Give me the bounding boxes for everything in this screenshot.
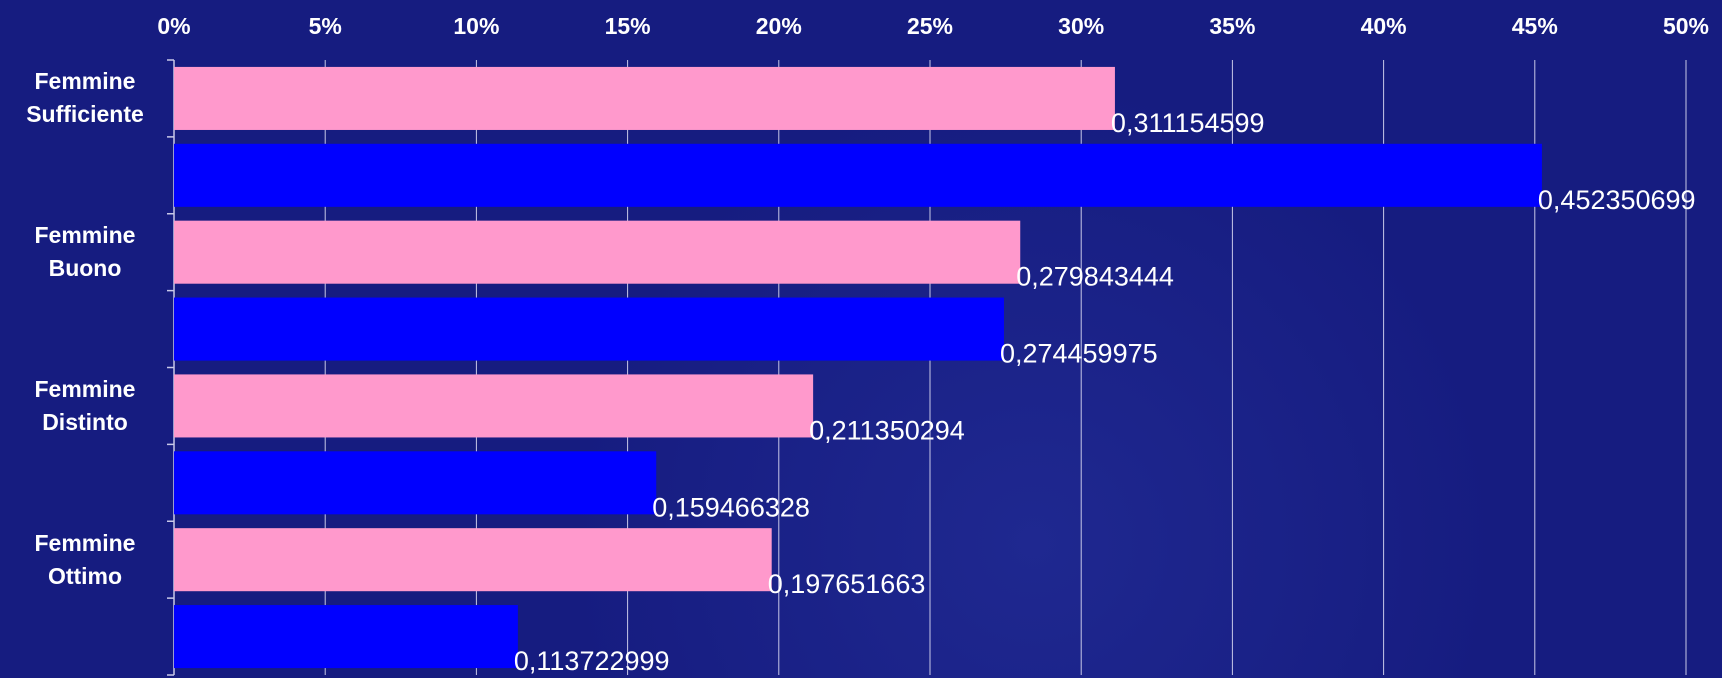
x-tick-label: 30% <box>1058 13 1104 39</box>
x-tick-label: 50% <box>1663 13 1709 39</box>
bar <box>174 297 1004 361</box>
y-tick-label: Femmine Distinto <box>34 375 136 435</box>
x-tick-label: 0% <box>157 13 190 39</box>
y-tick-label: Femmine Buono <box>34 222 136 282</box>
bar <box>174 220 1021 284</box>
bar <box>174 143 1542 207</box>
y-tick-label: Femmine Ottimo <box>34 529 136 589</box>
value-label: 0,159466328 <box>652 492 810 522</box>
value-label: 0,274459975 <box>1000 339 1158 369</box>
value-label: 0,113722999 <box>514 646 670 676</box>
x-tick-label: 25% <box>907 13 953 39</box>
y-tick-label: Femmine Sufficiente <box>26 68 144 128</box>
bar <box>174 605 518 669</box>
value-label: 0,197651663 <box>768 569 926 599</box>
x-tick-label: 45% <box>1512 13 1558 39</box>
x-tick-label: 40% <box>1361 13 1407 39</box>
bar <box>174 374 814 438</box>
value-label: 0,311154599 <box>1111 108 1265 138</box>
value-label: 0,452350699 <box>1538 185 1696 215</box>
x-tick-label: 10% <box>453 13 499 39</box>
value-label: 0,211350294 <box>809 415 965 445</box>
x-tick-label: 20% <box>756 13 802 39</box>
x-tick-label: 15% <box>605 13 651 39</box>
bar <box>174 451 657 515</box>
bar <box>174 528 772 592</box>
bar <box>174 66 1115 130</box>
x-tick-label: 5% <box>309 13 342 39</box>
value-label: 0,279843444 <box>1016 262 1174 292</box>
x-tick-label: 35% <box>1209 13 1255 39</box>
